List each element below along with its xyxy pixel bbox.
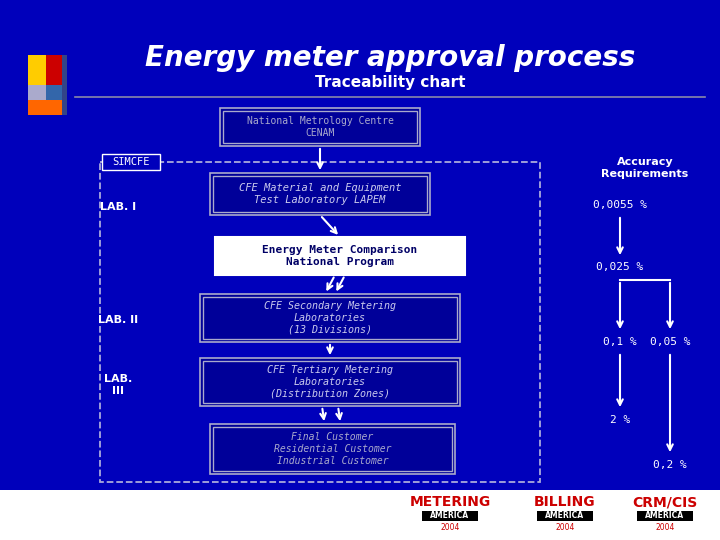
- Text: 0,05 %: 0,05 %: [649, 337, 690, 347]
- Bar: [223, 111, 417, 143]
- Bar: [102, 154, 160, 170]
- Bar: [28, 55, 46, 85]
- Bar: [220, 108, 420, 146]
- Bar: [100, 162, 540, 482]
- Text: National Metrology Centre
CENAM: National Metrology Centre CENAM: [246, 116, 393, 138]
- Text: CRM/CIS: CRM/CIS: [632, 495, 698, 509]
- Bar: [213, 176, 427, 212]
- Bar: [46, 85, 64, 100]
- Text: Final Customer
Residential Customer
Industrial Customer: Final Customer Residential Customer Indu…: [274, 433, 391, 465]
- Bar: [637, 511, 693, 521]
- Text: Accuracy
Requirements: Accuracy Requirements: [601, 157, 688, 179]
- Text: LAB. I: LAB. I: [100, 202, 136, 212]
- Text: 2004: 2004: [441, 523, 459, 531]
- Bar: [200, 294, 460, 342]
- Bar: [210, 424, 455, 474]
- Text: 0,1 %: 0,1 %: [603, 337, 637, 347]
- Text: 2004: 2004: [655, 523, 675, 531]
- Bar: [422, 511, 478, 521]
- Text: CFE Tertiary Metering
Laboratories
(Distribution Zones): CFE Tertiary Metering Laboratories (Dist…: [267, 366, 393, 399]
- Text: Traceability chart: Traceability chart: [315, 75, 465, 90]
- Bar: [28, 85, 46, 100]
- Text: LAB.
III: LAB. III: [104, 374, 132, 396]
- Text: AMERICA: AMERICA: [431, 511, 469, 521]
- Text: METERING: METERING: [410, 495, 490, 509]
- Bar: [203, 297, 457, 339]
- Text: CFE Material and Equipment
Test Laboratory LAPEM: CFE Material and Equipment Test Laborato…: [239, 183, 401, 205]
- Bar: [215, 237, 465, 275]
- Text: SIMCFE: SIMCFE: [112, 157, 150, 167]
- Bar: [537, 511, 593, 521]
- Bar: [28, 100, 64, 115]
- Bar: [200, 358, 460, 406]
- Text: Energy meter approval process: Energy meter approval process: [145, 44, 635, 72]
- Bar: [213, 427, 452, 471]
- Text: 0,025 %: 0,025 %: [596, 262, 644, 272]
- Bar: [62, 55, 67, 115]
- Text: AMERICA: AMERICA: [645, 511, 685, 521]
- Text: 2004: 2004: [555, 523, 575, 531]
- Bar: [210, 173, 430, 215]
- Text: LAB. II: LAB. II: [98, 315, 138, 325]
- Text: BILLING: BILLING: [534, 495, 596, 509]
- Text: Energy Meter Comparison
National Program: Energy Meter Comparison National Program: [262, 245, 418, 267]
- Text: CFE Secondary Metering
Laboratories
(13 Divisions): CFE Secondary Metering Laboratories (13 …: [264, 301, 396, 335]
- Bar: [203, 361, 457, 403]
- Text: AMERICA: AMERICA: [546, 511, 585, 521]
- Text: 0,0055 %: 0,0055 %: [593, 200, 647, 210]
- Bar: [0, 490, 720, 540]
- Bar: [46, 55, 64, 85]
- Text: 2 %: 2 %: [610, 415, 630, 425]
- Text: 0,2 %: 0,2 %: [653, 460, 687, 470]
